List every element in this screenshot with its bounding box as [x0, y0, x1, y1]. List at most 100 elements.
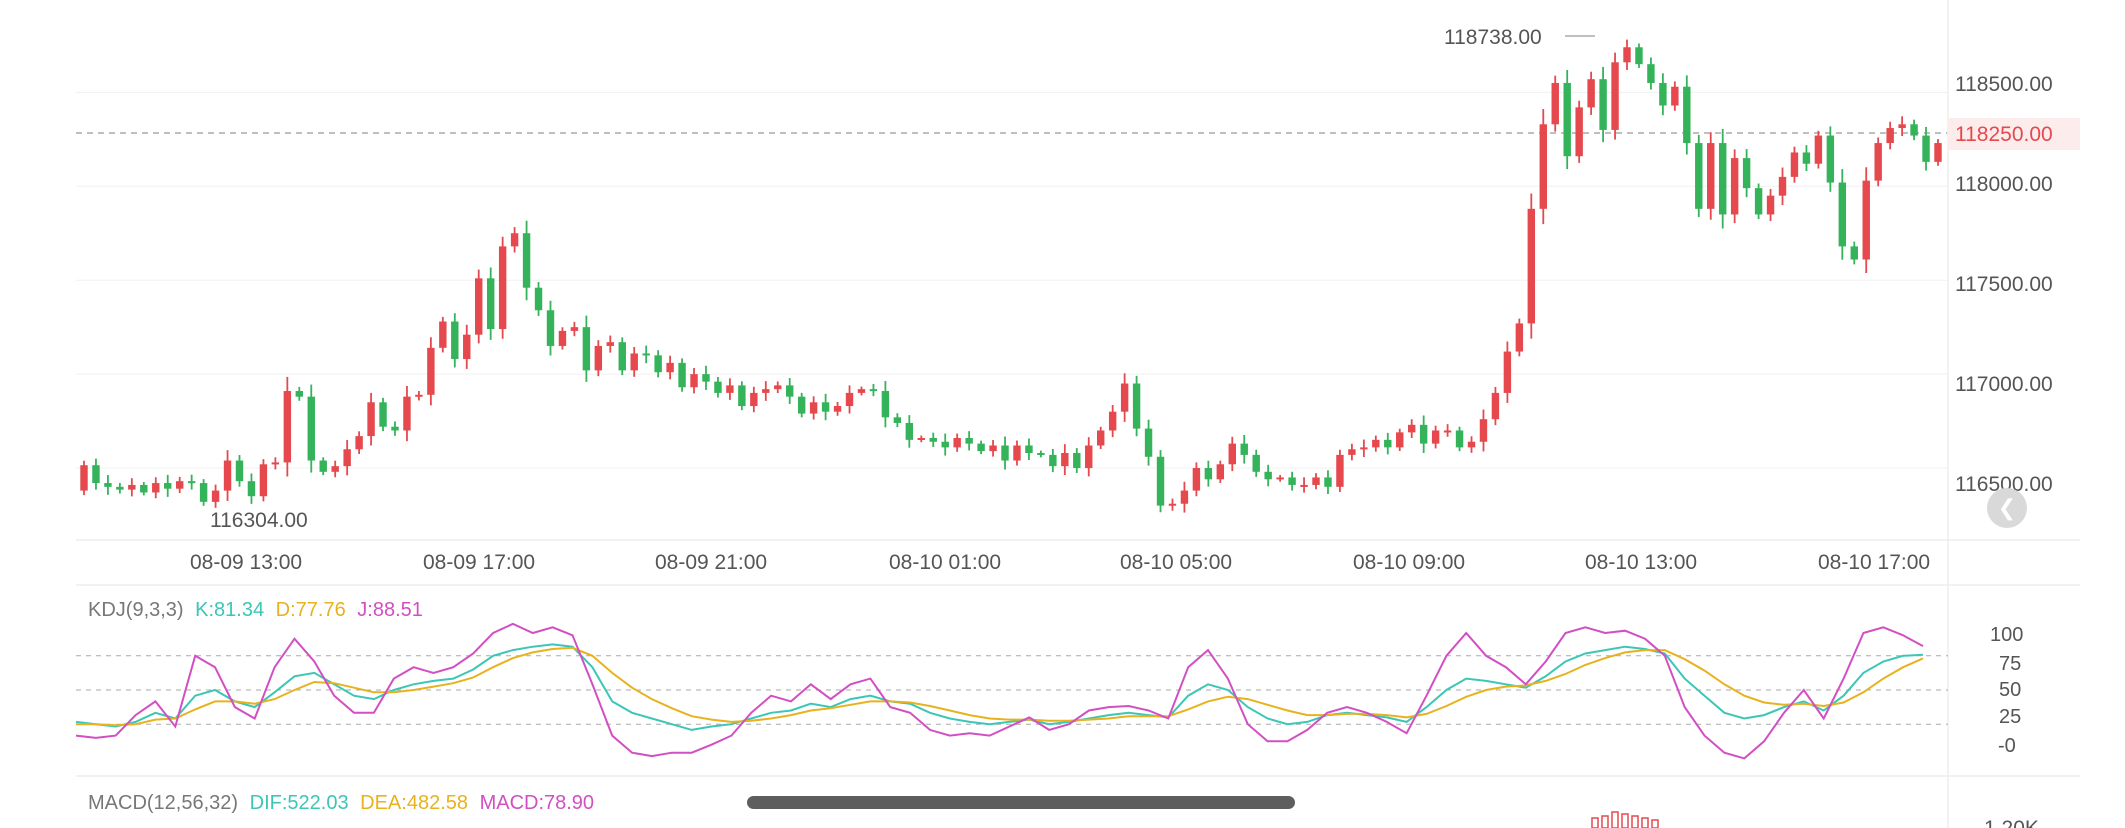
candle-body: [833, 406, 842, 412]
kdj-series-d: [76, 646, 1924, 727]
macd-dif-value: DIF:522.03: [250, 792, 349, 814]
candle-body: [199, 483, 208, 502]
candle-body: [1216, 464, 1225, 480]
candle-body: [774, 385, 782, 390]
candle-body: [905, 422, 914, 440]
candle-body: [690, 374, 698, 388]
candle-body: [1156, 456, 1165, 506]
candle-body: [259, 464, 268, 497]
candle-body: [546, 310, 555, 346]
current-price-label: 118250.00: [1955, 123, 2053, 146]
candle-body: [666, 362, 674, 373]
time-label-7: 08-10 17:00: [1818, 551, 1930, 574]
candle-body: [1862, 180, 1870, 260]
candle-body: [726, 385, 734, 393]
candle-body: [463, 334, 471, 360]
reset-chart-button[interactable]: ❮: [1987, 488, 2027, 528]
macd-bar: [1621, 813, 1629, 828]
kdj-axis-100: 100: [1990, 624, 2023, 646]
candle-body: [977, 443, 985, 452]
kdj-j-value: J:88.51: [357, 599, 423, 621]
macd-bar: [1641, 817, 1649, 828]
price-label-117000: 117000.00: [1955, 373, 2053, 396]
candle-body: [1695, 143, 1703, 209]
candle-body: [235, 460, 244, 482]
candle-body: [1132, 383, 1141, 429]
time-label-2: 08-09 21:00: [655, 551, 767, 574]
chevron-left-bar-icon: ❮: [1997, 495, 2017, 520]
macd-bar: [1651, 819, 1659, 828]
candle-body: [1192, 468, 1201, 491]
candle-body: [881, 391, 890, 418]
candle-body: [630, 353, 638, 371]
candle-body: [140, 484, 148, 493]
candle-body: [1814, 135, 1823, 164]
candle-body: [391, 426, 399, 431]
candle-body: [1264, 471, 1272, 480]
candle-body: [271, 462, 280, 465]
candle-body: [738, 385, 746, 407]
candle-body: [403, 396, 411, 431]
candle-body: [1300, 484, 1308, 487]
candle-body: [1049, 454, 1057, 467]
candle-body: [1515, 323, 1524, 352]
kdj-series-j: [75, 622, 1924, 760]
candle-body: [1037, 453, 1045, 456]
candle-body: [1754, 188, 1763, 215]
candle-body: [797, 396, 806, 414]
candle-body: [319, 460, 327, 472]
candle-body: [857, 389, 866, 393]
candle-body: [152, 483, 160, 493]
candle-body: [1240, 443, 1248, 455]
candle-body: [965, 437, 973, 444]
kdj-axis-0: -0: [1998, 735, 2016, 757]
candle-body: [1443, 430, 1452, 433]
kdj-guide-lines: [76, 655, 1948, 725]
candle-body: [1372, 439, 1380, 448]
candle-body: [917, 437, 925, 440]
candle-body: [1563, 82, 1571, 157]
candle-body: [1384, 439, 1392, 448]
candle-body: [427, 347, 435, 395]
candle-body: [439, 321, 447, 348]
candle-body: [654, 355, 662, 373]
candle-body: [343, 449, 351, 467]
candle-body: [1886, 128, 1894, 144]
candle-body: [1455, 430, 1464, 448]
kdj-name: KDJ(9,3,3): [88, 599, 184, 621]
candle-body: [1013, 445, 1021, 461]
candle-body: [187, 481, 196, 484]
candle-body: [1324, 477, 1332, 487]
candle-body: [1826, 135, 1835, 183]
candle-body: [164, 483, 172, 489]
candle-body: [92, 465, 100, 484]
candle-body: [1108, 411, 1117, 431]
kdj-k-value: K:81.34: [195, 599, 264, 621]
candle-body: [762, 389, 770, 393]
chart-scrollbar[interactable]: [747, 796, 1295, 809]
candle-body: [1623, 47, 1631, 63]
candle-body: [1575, 107, 1583, 157]
candle-body: [1419, 424, 1428, 444]
candle-body: [1120, 383, 1129, 412]
candle-body: [1360, 447, 1368, 450]
macd-bar: [1601, 815, 1609, 828]
candle-body: [1479, 419, 1488, 442]
candle-body: [1838, 182, 1847, 247]
candle-body: [821, 402, 830, 412]
candle-body: [1587, 79, 1595, 108]
macd-bar: [1591, 817, 1599, 828]
candle-body: [1635, 47, 1643, 65]
chart-gridlines: [76, 91, 1948, 469]
candle-body: [1802, 152, 1811, 164]
candle-body: [104, 483, 112, 487]
candle-body: [522, 233, 531, 288]
candle-body: [618, 342, 626, 371]
candle-body: [642, 353, 650, 356]
candlestick-series: [80, 39, 1942, 513]
macd-name: MACD(12,56,32): [88, 792, 238, 814]
candle-body: [869, 389, 878, 392]
price-label-118000: 118000.00: [1955, 173, 2053, 196]
price-label-117500: 117500.00: [1955, 273, 2053, 296]
